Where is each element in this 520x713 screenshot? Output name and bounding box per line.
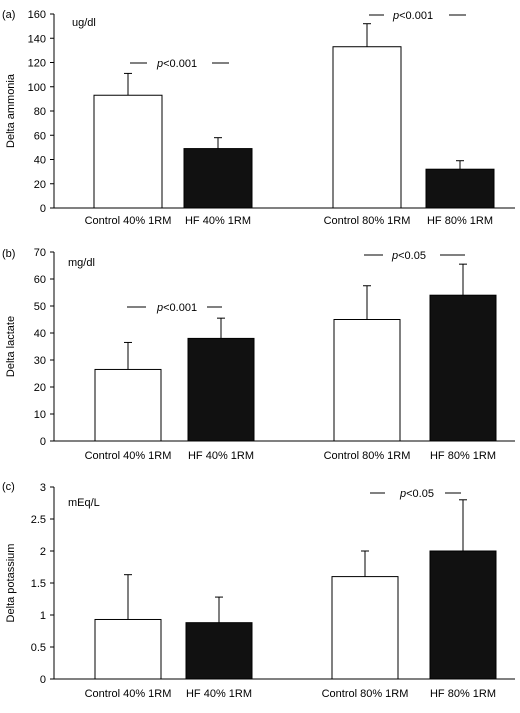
p-symbol: p (156, 58, 163, 70)
panel-label: (b) (2, 248, 15, 260)
p-value: <0.001 (399, 10, 433, 22)
significance-label: p<0.001 (392, 10, 433, 22)
y-tick-label: 40 (34, 328, 46, 340)
bar (183, 148, 253, 209)
x-tick-label: Control 80% 1RM (324, 450, 411, 462)
y-tick-label: 20 (34, 382, 46, 394)
y-tick-label: 160 (28, 9, 46, 21)
p-value: <0.05 (406, 488, 434, 500)
y-tick-label: 2 (40, 546, 46, 558)
bar (332, 46, 402, 209)
y-tick-label: 0 (40, 674, 46, 686)
x-tick-label: Control 80% 1RM (322, 688, 409, 700)
bar (94, 618, 162, 680)
p-symbol: p (156, 302, 163, 314)
p-symbol: p (391, 250, 398, 262)
y-tick-label: 80 (34, 106, 46, 118)
y-tick-label: 1.5 (31, 578, 46, 590)
panel-label: (c) (2, 481, 15, 493)
bar (187, 337, 255, 442)
bar (331, 576, 399, 680)
x-tick-label: HF 40% 1RM (186, 688, 252, 700)
bar (93, 94, 163, 209)
y-tick-label: 140 (28, 33, 46, 45)
y-tick-label: 100 (28, 82, 46, 94)
p-symbol: p (399, 488, 406, 500)
y-tick-label: 30 (34, 355, 46, 367)
significance-label: p<0.05 (399, 488, 434, 500)
x-tick-label: HF 80% 1RM (430, 450, 496, 462)
y-tick-label: 20 (34, 179, 46, 191)
bar (429, 550, 497, 680)
bar (429, 294, 497, 442)
p-value: <0.001 (163, 58, 197, 70)
unit-label: ug/dl (72, 17, 96, 29)
x-tick-label: Control 80% 1RM (324, 215, 411, 227)
unit-label: mg/dl (68, 257, 95, 269)
y-axis-label: Delta potassium (5, 544, 17, 623)
x-tick-label: Control 40% 1RM (85, 450, 172, 462)
y-tick-label: 70 (34, 247, 46, 259)
y-tick-label: 3 (40, 482, 46, 494)
y-tick-label: 0.5 (31, 642, 46, 654)
x-tick-label: HF 80% 1RM (430, 688, 496, 700)
bar (333, 319, 401, 442)
y-tick-label: 0 (40, 436, 46, 448)
y-axis-label: Delta ammonia (5, 73, 17, 148)
x-tick-label: HF 80% 1RM (427, 215, 493, 227)
x-tick-label: Control 40% 1RM (85, 688, 172, 700)
x-tick-label: HF 40% 1RM (185, 215, 251, 227)
significance-label: p<0.001 (156, 302, 197, 314)
panel-label: (a) (2, 9, 15, 21)
bar (185, 622, 253, 680)
y-tick-label: 40 (34, 155, 46, 167)
significance-label: p<0.05 (391, 250, 426, 262)
p-value: <0.05 (398, 250, 426, 262)
y-tick-label: 10 (34, 409, 46, 421)
p-value: <0.001 (163, 302, 197, 314)
y-tick-label: 120 (28, 58, 46, 70)
x-tick-label: HF 40% 1RM (188, 450, 254, 462)
y-tick-label: 2.5 (31, 514, 46, 526)
significance-label: p<0.001 (156, 58, 197, 70)
y-tick-label: 60 (34, 130, 46, 142)
unit-label: mEq/L (68, 497, 100, 509)
p-symbol: p (392, 10, 399, 22)
y-tick-label: 0 (40, 203, 46, 215)
y-axis-label: Delta lactate (5, 316, 17, 377)
bar (425, 168, 495, 209)
y-tick-label: 1 (40, 610, 46, 622)
y-tick-label: 60 (34, 274, 46, 286)
bar (94, 368, 162, 442)
y-tick-label: 50 (34, 301, 46, 313)
x-tick-label: Control 40% 1RM (85, 215, 172, 227)
